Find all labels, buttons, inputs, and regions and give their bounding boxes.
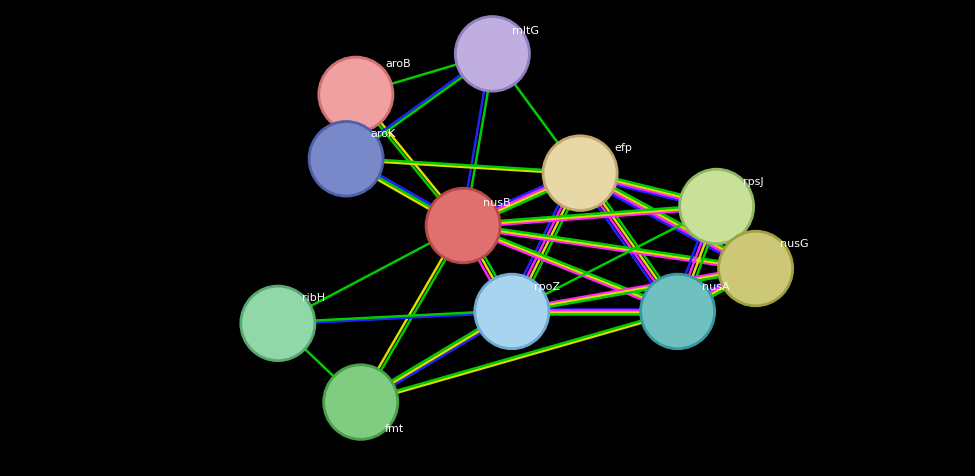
Text: nusA: nusA [702,282,729,291]
Text: rpoZ: rpoZ [534,282,561,291]
Text: nusG: nusG [780,239,808,248]
Text: aroB: aroB [385,60,410,69]
Ellipse shape [309,122,383,197]
Ellipse shape [475,275,549,349]
Ellipse shape [719,232,793,306]
Text: mltG: mltG [512,26,539,36]
Ellipse shape [426,189,500,263]
Ellipse shape [680,170,754,244]
Ellipse shape [241,287,315,361]
Ellipse shape [543,137,617,211]
Text: efp: efp [614,143,632,152]
Text: nusB: nusB [483,198,510,207]
Text: fmt: fmt [385,424,405,433]
Ellipse shape [319,58,393,132]
Ellipse shape [324,365,398,439]
Ellipse shape [641,275,715,349]
Text: ribH: ribH [302,293,326,302]
Text: rpsJ: rpsJ [743,177,763,187]
Text: aroK: aroK [370,129,396,138]
Ellipse shape [455,18,529,92]
